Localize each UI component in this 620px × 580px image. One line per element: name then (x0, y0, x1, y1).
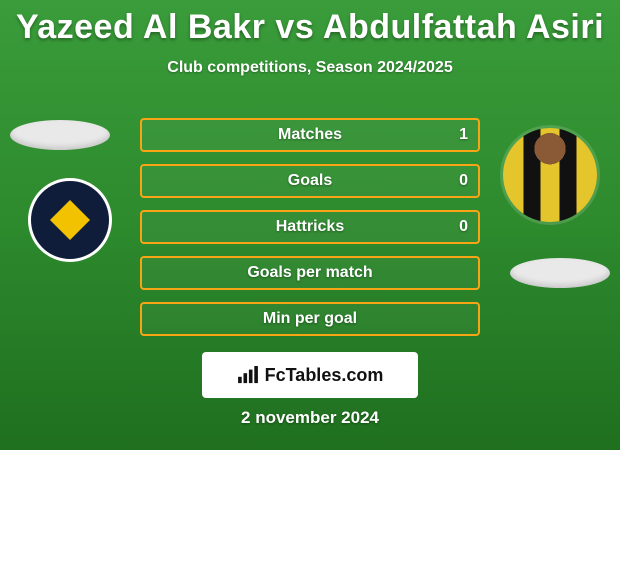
player-right-avatar (500, 125, 600, 225)
comparison-card: Yazeed Al Bakr vs Abdulfattah Asiri Club… (0, 0, 620, 450)
stat-row-matches: Matches 1 (140, 118, 480, 152)
page-title: Yazeed Al Bakr vs Abdulfattah Asiri (0, 8, 620, 47)
stat-value-right: 0 (459, 218, 468, 236)
page-subtitle: Club competitions, Season 2024/2025 (0, 59, 620, 77)
player-left-club-badge (28, 178, 112, 262)
player-right-avatar-image (503, 128, 597, 222)
stat-row-goals-per-match: Goals per match (140, 256, 480, 290)
stat-row-min-per-goal: Min per goal (140, 302, 480, 336)
bar-chart-icon (237, 366, 259, 384)
stat-label: Matches (278, 126, 342, 144)
stat-label: Hattricks (276, 218, 344, 236)
club-badge-core-icon (50, 200, 90, 240)
stat-value-right: 0 (459, 172, 468, 190)
player-left-placeholder (10, 120, 110, 150)
stat-label: Min per goal (263, 310, 357, 328)
stat-row-hattricks: Hattricks 0 (140, 210, 480, 244)
stat-label: Goals per match (247, 264, 372, 282)
stat-label: Goals (288, 172, 332, 190)
stat-value-right: 1 (459, 126, 468, 144)
stat-row-goals: Goals 0 (140, 164, 480, 198)
stat-rows: Matches 1 Goals 0 Hattricks 0 Goals per … (140, 118, 480, 336)
page-background-below (0, 450, 620, 580)
brand-text: FcTables.com (265, 365, 384, 386)
player-right-club-placeholder (510, 258, 610, 288)
date-label: 2 november 2024 (0, 408, 620, 428)
brand-box: FcTables.com (202, 352, 418, 398)
